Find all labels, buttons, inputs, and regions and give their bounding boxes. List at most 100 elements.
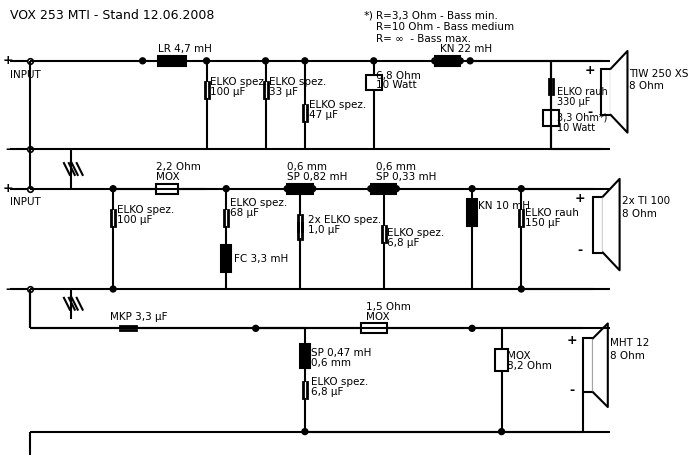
Bar	[361, 324, 386, 333]
Bar	[371, 184, 396, 194]
Text: 2,2 Ohm: 2,2 Ohm	[156, 162, 202, 172]
Circle shape	[140, 58, 146, 64]
Text: +: +	[3, 54, 13, 67]
Polygon shape	[593, 324, 608, 407]
Text: VOX 253 MTI - Stand 12.06.2008: VOX 253 MTI - Stand 12.06.2008	[10, 9, 214, 22]
Text: R= ∞  - Bass max.: R= ∞ - Bass max.	[376, 34, 470, 44]
Text: 0,6 mm: 0,6 mm	[287, 162, 327, 172]
Text: 10 Watt: 10 Watt	[556, 123, 595, 133]
Text: ELKO spez.: ELKO spez.	[230, 198, 288, 208]
Bar	[435, 56, 461, 66]
Text: FC 3,3 mH: FC 3,3 mH	[234, 253, 288, 263]
Text: 1,0 µF: 1,0 µF	[308, 225, 340, 235]
Bar	[300, 344, 310, 368]
Text: LR 4,7 mH: LR 4,7 mH	[158, 44, 212, 54]
Circle shape	[457, 58, 463, 64]
Text: ELKO spez.: ELKO spez.	[311, 377, 368, 387]
Circle shape	[469, 186, 475, 192]
Bar	[593, 196, 603, 252]
Bar	[221, 245, 231, 272]
Circle shape	[284, 186, 290, 192]
Text: 8 Ohm: 8 Ohm	[629, 81, 664, 91]
Circle shape	[302, 58, 308, 64]
Text: INPUT: INPUT	[10, 70, 41, 79]
Text: 0,6 mm: 0,6 mm	[311, 358, 351, 368]
Text: -: -	[578, 244, 583, 257]
Text: ELKO spez.: ELKO spez.	[270, 78, 327, 88]
Text: MOX: MOX	[156, 172, 180, 182]
Bar	[366, 75, 382, 90]
Text: 2x ELKO spez.: 2x ELKO spez.	[308, 215, 381, 225]
Text: 6,8 Ohm: 6,8 Ohm	[376, 71, 421, 81]
Text: R=3,3 Ohm - Bass min.: R=3,3 Ohm - Bass min.	[376, 11, 498, 21]
Circle shape	[467, 58, 473, 64]
Circle shape	[302, 429, 308, 435]
Text: ELKO rauh: ELKO rauh	[525, 208, 579, 218]
Text: KN 22 mH: KN 22 mH	[440, 44, 491, 54]
Text: 6,8 µF: 6,8 µF	[311, 387, 343, 397]
Text: ELKO spez.: ELKO spez.	[117, 205, 174, 215]
Text: -: -	[587, 106, 593, 119]
Text: 8 Ohm: 8 Ohm	[610, 351, 645, 361]
Text: 150 µF: 150 µF	[525, 218, 561, 228]
Circle shape	[204, 58, 209, 64]
Circle shape	[393, 186, 399, 192]
Polygon shape	[611, 51, 627, 133]
Circle shape	[518, 286, 524, 292]
Text: 33 µF: 33 µF	[270, 87, 298, 97]
Text: MOX: MOX	[508, 351, 531, 361]
Text: 8 Ohm: 8 Ohm	[622, 209, 657, 219]
Text: *): *)	[364, 11, 374, 21]
Circle shape	[469, 325, 475, 331]
Circle shape	[432, 58, 438, 64]
Circle shape	[518, 186, 524, 192]
Bar	[287, 184, 313, 194]
Text: 68 µF: 68 µF	[230, 208, 259, 218]
Text: SP 0,82 mH: SP 0,82 mH	[287, 172, 348, 182]
Text: +: +	[584, 64, 596, 77]
Text: 1,5 Ohm: 1,5 Ohm	[366, 302, 411, 312]
Text: 6,8 µF: 6,8 µF	[388, 238, 420, 248]
Text: -: -	[6, 143, 10, 156]
Bar	[156, 184, 178, 194]
Bar	[495, 349, 508, 370]
Circle shape	[498, 429, 505, 435]
Text: 3,3 Ohm*): 3,3 Ohm*)	[556, 113, 607, 123]
Circle shape	[253, 325, 259, 331]
Text: +: +	[567, 334, 577, 347]
Text: SP 0,33 mH: SP 0,33 mH	[376, 172, 436, 182]
Text: INPUT: INPUT	[10, 197, 41, 207]
Text: R=10 Ohm - Bass medium: R=10 Ohm - Bass medium	[376, 22, 514, 33]
Text: 100 µF: 100 µF	[117, 215, 153, 225]
Text: ELKO rauh: ELKO rauh	[556, 87, 608, 97]
Text: TIW 250 XS: TIW 250 XS	[629, 68, 689, 78]
Text: MHT 12: MHT 12	[610, 338, 649, 348]
Text: ELKO spez.: ELKO spez.	[211, 78, 267, 88]
Circle shape	[262, 58, 269, 64]
Text: MOX: MOX	[366, 312, 389, 322]
Circle shape	[368, 186, 374, 192]
Circle shape	[110, 186, 116, 192]
Text: 0,6 mm: 0,6 mm	[376, 162, 416, 172]
Text: +: +	[575, 192, 586, 205]
Text: 100 µF: 100 µF	[211, 87, 246, 97]
Text: 330 µF: 330 µF	[556, 97, 590, 107]
Polygon shape	[603, 179, 620, 270]
Circle shape	[110, 286, 116, 292]
Text: -: -	[6, 282, 10, 296]
Bar	[158, 56, 186, 66]
Bar	[601, 69, 611, 115]
Circle shape	[223, 186, 229, 192]
Circle shape	[310, 186, 316, 192]
Circle shape	[371, 58, 377, 64]
Text: -: -	[570, 384, 575, 397]
Text: +: +	[3, 182, 13, 195]
Bar	[467, 199, 477, 226]
Text: 47 µF: 47 µF	[309, 110, 338, 120]
Bar	[583, 338, 593, 392]
Text: ELKO spez.: ELKO spez.	[309, 100, 366, 110]
Bar	[543, 110, 559, 126]
Text: ELKO spez.: ELKO spez.	[388, 228, 444, 238]
Text: MKP 3,3 µF: MKP 3,3 µF	[110, 312, 168, 322]
Text: SP 0,47 mH: SP 0,47 mH	[311, 348, 371, 358]
